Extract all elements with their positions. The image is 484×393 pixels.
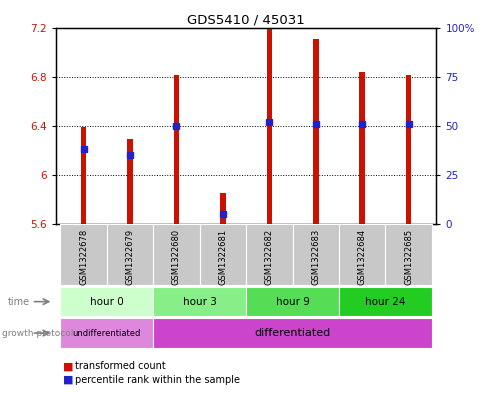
Text: ■: ■ <box>63 375 74 385</box>
Bar <box>81 127 86 224</box>
Bar <box>60 287 153 316</box>
Text: percentile rank within the sample: percentile rank within the sample <box>75 375 240 385</box>
Text: time: time <box>7 297 30 307</box>
Bar <box>245 287 338 316</box>
Bar <box>153 287 245 316</box>
Bar <box>245 224 292 285</box>
Bar <box>312 39 318 224</box>
Text: hour 9: hour 9 <box>275 297 309 307</box>
Title: GDS5410 / 45031: GDS5410 / 45031 <box>187 13 304 26</box>
Text: differentiated: differentiated <box>254 328 330 338</box>
Text: hour 0: hour 0 <box>90 297 123 307</box>
Bar <box>60 318 153 348</box>
Bar <box>405 75 410 224</box>
Text: GSM1322683: GSM1322683 <box>311 229 319 285</box>
Bar <box>127 139 133 224</box>
Bar <box>385 224 431 285</box>
Text: undifferentiated: undifferentiated <box>73 329 141 338</box>
Bar <box>199 224 245 285</box>
Bar <box>359 72 364 224</box>
Text: GSM1322678: GSM1322678 <box>79 229 88 285</box>
Bar <box>60 224 106 285</box>
Bar <box>338 224 385 285</box>
Text: hour 3: hour 3 <box>182 297 216 307</box>
Text: GSM1322685: GSM1322685 <box>403 229 412 285</box>
Text: transformed count: transformed count <box>75 361 166 371</box>
Text: growth protocol: growth protocol <box>2 329 74 338</box>
Text: GSM1322679: GSM1322679 <box>125 229 134 285</box>
Bar <box>220 193 225 224</box>
Bar <box>266 29 272 224</box>
Text: GSM1322681: GSM1322681 <box>218 229 227 285</box>
Bar <box>153 318 431 348</box>
Text: GSM1322682: GSM1322682 <box>264 229 273 285</box>
Text: GSM1322684: GSM1322684 <box>357 229 366 285</box>
Bar <box>106 224 153 285</box>
Text: hour 24: hour 24 <box>364 297 405 307</box>
Text: ■: ■ <box>63 361 74 371</box>
Bar <box>292 224 338 285</box>
Text: GSM1322680: GSM1322680 <box>172 229 181 285</box>
Bar <box>173 75 179 224</box>
Bar <box>338 287 431 316</box>
Bar <box>153 224 199 285</box>
